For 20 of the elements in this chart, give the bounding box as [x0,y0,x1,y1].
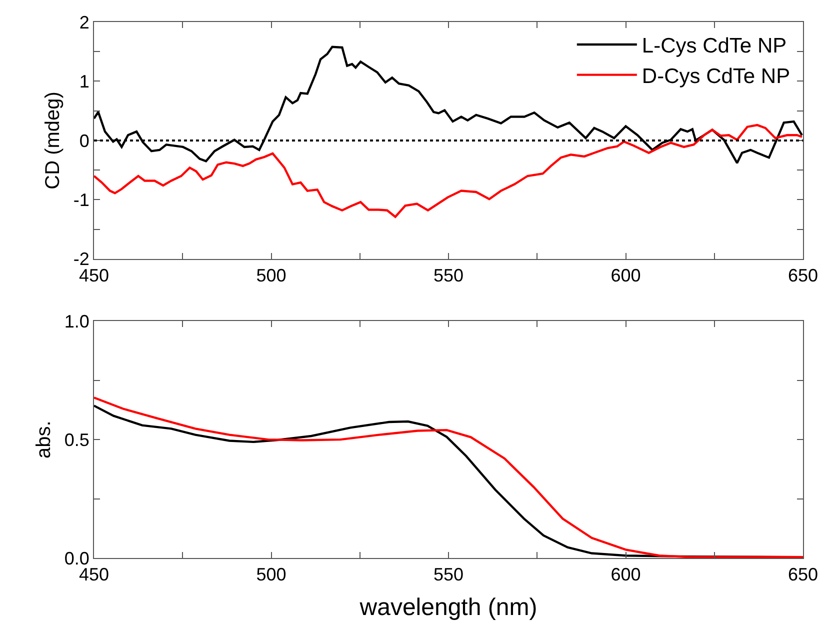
x-axis-title: wavelength (nm) [358,594,538,621]
x-tick-label: 650 [788,564,818,585]
x-tick-label: 500 [256,564,286,585]
y-tick-label: 1 [79,72,90,92]
x-tick-label: 650 [788,266,818,286]
x-tick-label: 550 [433,266,464,286]
legend-label: D-Cys CdTe NP [642,65,790,88]
y-tick-label: 1.0 [64,311,90,332]
y-tick-label: -1 [73,190,90,210]
legend-label: L-Cys CdTe NP [642,34,787,58]
y-tick-label: 0.5 [64,430,90,450]
y-tick-label: 0 [79,130,90,151]
y-axis-title: CD (mdeg) [42,92,64,190]
x-tick-label: 600 [610,564,641,585]
y-axis-title: abs. [32,420,55,458]
y-tick-label: 2 [79,12,90,32]
line-series [94,124,803,218]
x-tick-label: 600 [610,266,641,286]
x-tick-label: 500 [256,266,286,286]
x-tick-label: 550 [433,564,464,585]
